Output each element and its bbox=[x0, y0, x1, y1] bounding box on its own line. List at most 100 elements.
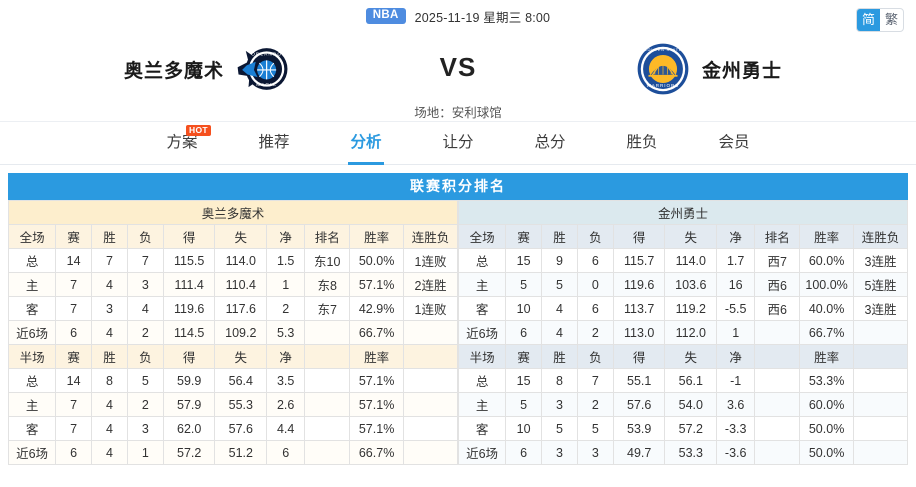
losses: 4 bbox=[126, 296, 164, 321]
tab-label: 推荐 bbox=[258, 134, 290, 151]
losses: 0 bbox=[576, 272, 614, 297]
half-header-0: 半场 bbox=[7, 344, 57, 369]
away-team[interactable]: GOLDEN STATE WARRIORS 金州勇士 bbox=[543, 26, 873, 98]
full-header-6: 净 bbox=[716, 224, 756, 249]
full-header-6: 净 bbox=[266, 224, 306, 249]
games: 6 bbox=[55, 440, 93, 465]
losses: 2 bbox=[576, 392, 614, 417]
games: 15 bbox=[505, 248, 543, 273]
home-standings-table: 奥兰多魔术 全场赛胜负得失净排名 胜率 连胜负总 14 7 7 115.5 114.0 1.5 东1… bbox=[7, 200, 458, 465]
half-header-9 bbox=[403, 344, 458, 369]
half-header-1: 赛 bbox=[55, 344, 93, 369]
losses: 3 bbox=[126, 416, 164, 441]
point-diff: 2 bbox=[266, 296, 306, 321]
standings-title: 联赛积分排名 bbox=[8, 173, 908, 200]
rank: 西6 bbox=[754, 296, 801, 321]
row-label: 客 bbox=[7, 296, 57, 321]
streak: 5连胜 bbox=[853, 272, 908, 297]
points-against: 51.2 bbox=[214, 440, 268, 465]
full-header-2: 胜 bbox=[91, 224, 128, 249]
win-pct: 100.0% bbox=[799, 272, 855, 297]
half-header-4: 得 bbox=[612, 344, 666, 369]
away-standings: 金州勇士 全场赛胜负得失净排名 胜率 连胜负总 15 9 6 115.7 114.0 1.7 西7 6… bbox=[457, 200, 908, 465]
win-pct: 57.1% bbox=[349, 392, 405, 417]
lang-simplified-button[interactable]: 简 bbox=[857, 9, 880, 31]
points-for: 55.1 bbox=[612, 368, 666, 393]
point-diff: 2.6 bbox=[266, 392, 306, 417]
points-for: 49.7 bbox=[612, 440, 666, 465]
tab-5[interactable]: 总分 bbox=[504, 121, 596, 165]
team-band-row: 奥兰多魔术 bbox=[8, 200, 458, 225]
wins: 8 bbox=[91, 368, 128, 393]
table-row: 客 7 3 4 119.6 117.6 2 东7 42.9% 1连败 bbox=[7, 296, 458, 321]
games: 7 bbox=[55, 416, 93, 441]
streak: 3连胜 bbox=[853, 248, 908, 273]
streak bbox=[853, 392, 908, 417]
tab-label: 总分 bbox=[534, 134, 566, 151]
losses: 3 bbox=[576, 440, 614, 465]
tab-4[interactable]: 让分 bbox=[412, 121, 504, 165]
wins: 5 bbox=[541, 416, 578, 441]
row-label: 近6场 bbox=[457, 320, 507, 345]
standings-panel: 联赛积分排名 奥兰多魔术 全场赛胜负得失净排名 胜率 连胜负总 14 7 7 115.5 114… bbox=[0, 165, 916, 465]
home-team[interactable]: 奥兰多魔术 ORLANDO MAGIC bbox=[43, 26, 373, 98]
rank bbox=[304, 440, 351, 465]
streak bbox=[403, 440, 458, 465]
points-for: 59.9 bbox=[162, 368, 216, 393]
wins: 4 bbox=[541, 296, 578, 321]
win-pct: 50.0% bbox=[349, 248, 405, 273]
rank bbox=[304, 416, 351, 441]
points-for: 57.2 bbox=[162, 440, 216, 465]
half-header-9 bbox=[853, 344, 908, 369]
main-tabs[interactable]: 方案 HOT 推荐 分析 让分 总分 胜负 会员 bbox=[0, 121, 916, 165]
svg-text:GOLDEN STATE: GOLDEN STATE bbox=[644, 48, 683, 52]
win-pct: 57.1% bbox=[349, 416, 405, 441]
point-diff: 1 bbox=[266, 272, 306, 297]
tab-2[interactable]: 推荐 bbox=[228, 121, 320, 165]
points-against: 56.1 bbox=[664, 368, 718, 393]
games: 15 bbox=[505, 368, 543, 393]
language-toggle[interactable]: 简 繁 bbox=[856, 8, 904, 32]
lang-traditional-button[interactable]: 繁 bbox=[884, 12, 898, 27]
points-against: 114.0 bbox=[214, 248, 268, 273]
half-header-5: 失 bbox=[214, 344, 268, 369]
full-header-0: 全场 bbox=[457, 224, 507, 249]
streak bbox=[853, 320, 908, 345]
tab-1[interactable]: 方案 HOT bbox=[136, 121, 228, 165]
tab-3[interactable]: 分析 bbox=[320, 121, 412, 165]
games: 7 bbox=[55, 296, 93, 321]
games: 10 bbox=[505, 416, 543, 441]
half-header-row: 半场赛胜负得失净 胜率 bbox=[457, 344, 908, 369]
win-pct: 40.0% bbox=[799, 296, 855, 321]
win-pct: 50.0% bbox=[799, 440, 855, 465]
points-for: 113.0 bbox=[612, 320, 666, 345]
games: 5 bbox=[505, 392, 543, 417]
full-header-4: 得 bbox=[162, 224, 216, 249]
row-label: 主 bbox=[7, 392, 57, 417]
point-diff: 1.7 bbox=[716, 248, 756, 273]
points-against: 109.2 bbox=[214, 320, 268, 345]
top-bar: NBA 2025-11-19 星期三 8:00 简 繁 bbox=[0, 0, 916, 32]
wins: 3 bbox=[541, 392, 578, 417]
win-pct: 57.1% bbox=[349, 368, 405, 393]
wins: 4 bbox=[91, 416, 128, 441]
full-header-3: 负 bbox=[126, 224, 164, 249]
point-diff: 5.3 bbox=[266, 320, 306, 345]
row-label: 总 bbox=[457, 368, 507, 393]
tab-7[interactable]: 会员 bbox=[688, 121, 780, 165]
win-pct: 66.7% bbox=[799, 320, 855, 345]
rank: 东10 bbox=[304, 248, 351, 273]
vs-label: VS bbox=[439, 52, 477, 82]
point-diff: -1 bbox=[716, 368, 756, 393]
streak bbox=[853, 440, 908, 465]
games: 6 bbox=[505, 440, 543, 465]
points-against: 54.0 bbox=[664, 392, 718, 417]
streak bbox=[853, 368, 908, 393]
table-row: 总 15 9 6 115.7 114.0 1.7 西7 60.0% 3连胜 bbox=[457, 248, 908, 273]
points-for: 114.5 bbox=[162, 320, 216, 345]
point-diff: -3.3 bbox=[716, 416, 756, 441]
wins: 4 bbox=[91, 392, 128, 417]
row-label: 主 bbox=[7, 272, 57, 297]
win-pct: 53.3% bbox=[799, 368, 855, 393]
tab-6[interactable]: 胜负 bbox=[596, 121, 688, 165]
